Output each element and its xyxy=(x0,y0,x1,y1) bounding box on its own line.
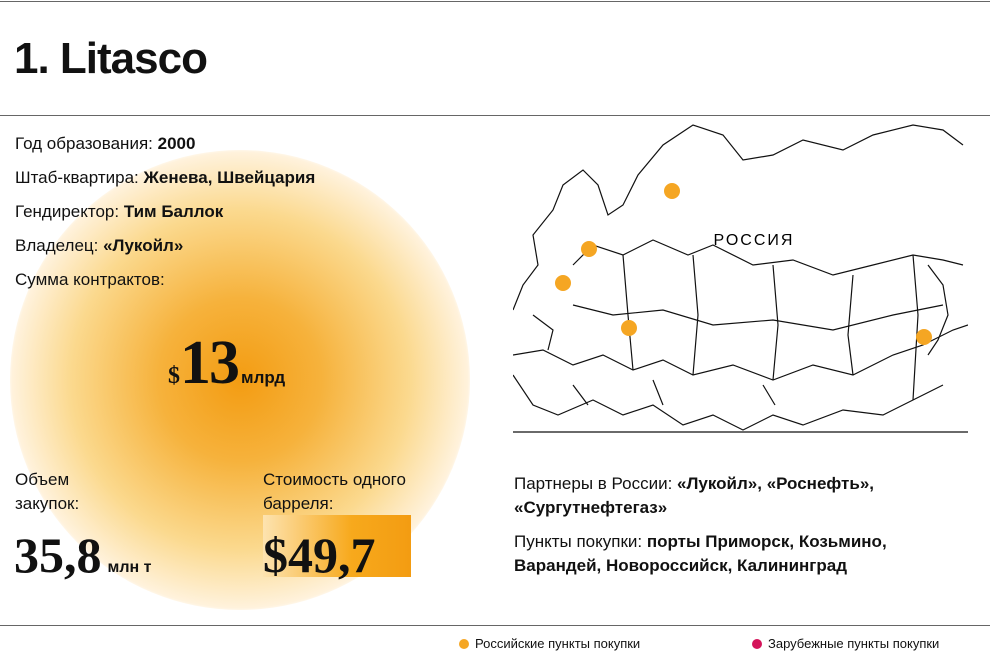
partners-label: Партнеры в России: xyxy=(514,474,673,493)
top-rule xyxy=(0,1,990,2)
fact-label: Сумма контрактов: xyxy=(15,270,165,289)
point xyxy=(581,241,597,257)
point xyxy=(916,329,932,345)
price-label: Стоимость одного барреля: xyxy=(263,470,406,513)
title: 1. Litasco xyxy=(14,34,208,83)
fact: Сумма контрактов: xyxy=(15,270,165,290)
fact-label: Штаб-квартира: xyxy=(15,168,139,187)
legend-label: Зарубежные пункты покупки xyxy=(768,636,940,651)
points-value: порты Приморск, Козьмино, Варандей, Ново… xyxy=(514,532,887,575)
fact: Владелец: «Лукойл» xyxy=(15,236,183,256)
legend-item: Зарубежные пункты покупки xyxy=(752,636,939,651)
point xyxy=(664,183,680,199)
points: Пункты покупки: порты Приморск, Козьмино… xyxy=(514,530,954,578)
partners: Партнеры в России: «Лукойл», «Роснефть»,… xyxy=(514,472,954,520)
legend-label: Российские пункты покупки xyxy=(475,636,641,651)
price-value: $49,7 xyxy=(263,527,376,583)
price-box xyxy=(263,515,411,577)
volume-unit: млн т xyxy=(107,559,152,576)
legend-item: Российские пункты покупки xyxy=(459,636,640,651)
volume: 35,8 млн т xyxy=(14,526,151,584)
fact-value: 2000 xyxy=(157,134,196,153)
volume-label: Объем закупок: xyxy=(15,470,80,513)
map-label: РОССИЯ xyxy=(714,232,795,249)
fact-value: Женева, Швейцария xyxy=(143,168,316,187)
fact-label: Гендиректор: xyxy=(15,202,120,221)
fact-label: Владелец: xyxy=(15,236,99,255)
bottom-rule xyxy=(0,625,990,626)
fact-value: «Лукойл» xyxy=(103,236,184,255)
rule xyxy=(0,115,990,116)
contracts: $13 млрд xyxy=(168,328,285,399)
fact-value: Тим Баллок xyxy=(123,202,224,221)
fact: Год образования: 2000 xyxy=(15,134,195,154)
point xyxy=(555,275,571,291)
volume-value: 35,8 xyxy=(14,527,102,583)
legend-dot xyxy=(752,639,762,649)
unit: млрд xyxy=(241,368,286,387)
partners-value: «Лукойл», «Роснефть», «Сургутнефтегаз» xyxy=(514,474,875,517)
legend-dot xyxy=(459,639,469,649)
map-outline xyxy=(513,124,968,431)
point xyxy=(621,320,637,336)
points-label: Пункты покупки: xyxy=(514,532,643,551)
fact-label: Год образования: xyxy=(15,134,153,153)
fact: Гендиректор: Тим Баллок xyxy=(15,202,223,222)
amount: 13 xyxy=(180,329,240,397)
map: РОССИЯ xyxy=(513,124,968,433)
map-points xyxy=(555,183,932,345)
currency: $ xyxy=(168,363,180,389)
fact: Штаб-квартира: Женева, Швейцария xyxy=(15,168,315,188)
